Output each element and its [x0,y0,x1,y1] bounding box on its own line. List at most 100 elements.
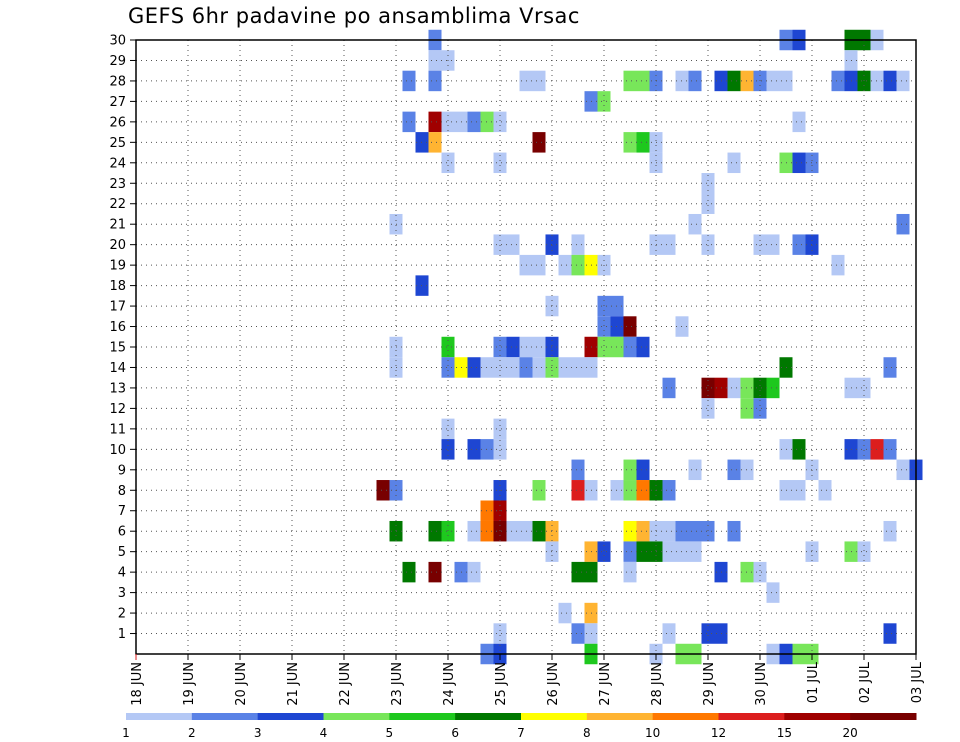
heatmap-cell [688,520,702,542]
y-tick-label: 6 [118,525,126,540]
colorbar-swatch [718,713,785,720]
heatmap-cell [753,398,767,419]
heatmap-cell [493,152,507,174]
heatmap-cell [662,623,676,644]
heatmap-cell [883,439,897,460]
heatmap-cell [506,357,520,378]
heatmap-cell [766,70,780,92]
heatmap-cell [818,480,832,501]
heatmap-cell [532,254,546,276]
heatmap-cell [753,377,767,399]
y-tick-label: 16 [109,320,126,335]
heatmap-cell [701,398,715,419]
heatmap-cell [441,520,455,542]
y-tick-label: 30 [109,34,126,49]
heatmap-cell [467,439,481,460]
x-tick-label: 23 JUN [390,662,405,706]
heatmap-cell [623,316,637,337]
heatmap-cell [597,336,611,358]
y-tick-label: 11 [109,422,126,437]
x-tick-label: 18 JUN [130,662,145,706]
heatmap-cell [688,541,702,562]
heatmap-cell [792,480,806,501]
heatmap-cell [636,541,650,562]
heatmap-cell [636,459,650,481]
heatmap-cell [506,336,520,358]
heatmap-cell [493,418,507,440]
heatmap-cell [662,480,676,501]
chart-title: GEFS 6hr padavine po ansamblima Vrsac [128,4,580,28]
colorbar-swatch [257,713,324,720]
colorbar-label: 2 [188,726,196,740]
heatmap-cell [701,623,715,644]
heatmap-cell [883,70,897,92]
heatmap-cell [766,377,780,399]
y-tick-label: 2 [118,607,126,622]
y-tick-label: 8 [118,484,126,499]
heatmap-cell [883,623,897,644]
y-tick-label: 4 [118,566,126,581]
heatmap-cell [766,234,780,255]
heatmap-cell [662,234,676,255]
heatmap-cell [558,357,572,378]
y-tick-label: 3 [118,586,126,601]
heatmap-cell [428,520,442,542]
x-tick-label: 26 JUN [546,662,561,706]
heatmap-cell [493,234,507,255]
heatmap-cell [636,336,650,358]
heatmap-cell [636,520,650,542]
x-tick-label: 19 JUN [182,662,197,706]
heatmap-cell [428,132,442,153]
heatmap-cell [792,111,806,133]
heatmap-cell [428,111,442,133]
x-tick-label: 21 JUN [286,662,301,706]
heatmap-cell [506,234,520,255]
heatmap-cell [532,520,546,542]
heatmap-cell [571,234,585,255]
y-tick-label: 1 [118,627,126,642]
x-tick-label: 30 JUN [754,662,769,706]
colorbar-swatch [323,713,390,720]
heatmap-cell [597,541,611,562]
colorbar-label: 15 [777,726,792,740]
colorbar-swatch [850,713,917,720]
heatmap-cell [792,439,806,460]
heatmap-cell [792,152,806,174]
heatmap-cell [623,520,637,542]
colorbar-swatch [126,713,193,720]
heatmap-cell [441,111,455,133]
heatmap-cell [753,234,767,255]
heatmap-cell [623,70,637,92]
heatmap-cell [493,336,507,358]
heatmap-cell [701,234,715,255]
y-tick-label: 13 [109,381,126,396]
heatmap-cell [571,480,585,501]
x-tick-label: 29 JUN [702,662,717,706]
heatmap-cell [753,561,767,583]
heatmap-cell [441,439,455,460]
x-tick-label: 27 JUN [598,662,613,706]
heatmap-cell [571,561,585,583]
heatmap-cell [688,213,702,235]
heatmap-cell [376,480,390,501]
colorbar-swatch [784,713,851,720]
colorbar-label: 1 [122,726,130,740]
heatmap-cell [493,111,507,133]
heatmap-cell [467,561,481,583]
x-tick-label: 03 JUL [910,661,925,703]
y-tick-label: 25 [109,136,126,151]
heatmap-cell [402,70,416,92]
heatmap-cell [441,152,455,174]
heatmap-cell [623,459,637,481]
heatmap-cell [597,295,611,317]
heatmap-cell [636,70,650,92]
heatmap-cell [623,561,637,583]
heatmap-cell [402,111,416,133]
x-axis-ticks: 18 JUN 19 JUN 20 JUN 21 JUN 22 JUN 23 JUN 24 J… [130,654,925,706]
x-tick-label: 25 JUN [494,662,509,706]
heatmap-cell [623,480,637,501]
y-tick-label: 17 [109,300,126,315]
y-tick-label: 7 [118,504,126,519]
colorbar-legend: 1 2 3 4 5 6 7 8 10 12 15 20 [122,713,917,740]
y-tick-label: 26 [109,115,126,130]
